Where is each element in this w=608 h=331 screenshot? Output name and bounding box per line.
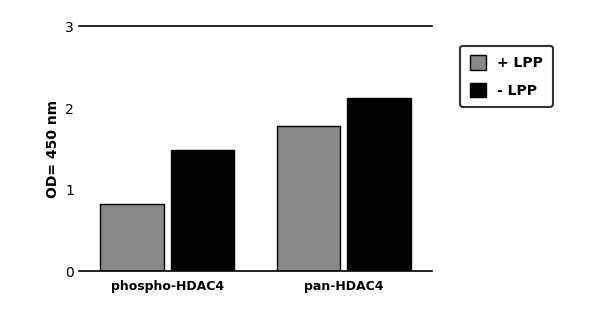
Legend: + LPP, - LPP: + LPP, - LPP	[460, 46, 553, 107]
Y-axis label: OD= 450 nm: OD= 450 nm	[46, 100, 60, 198]
Bar	[347, 98, 410, 271]
Bar	[277, 126, 340, 271]
Bar	[171, 150, 234, 271]
Bar	[100, 204, 164, 271]
